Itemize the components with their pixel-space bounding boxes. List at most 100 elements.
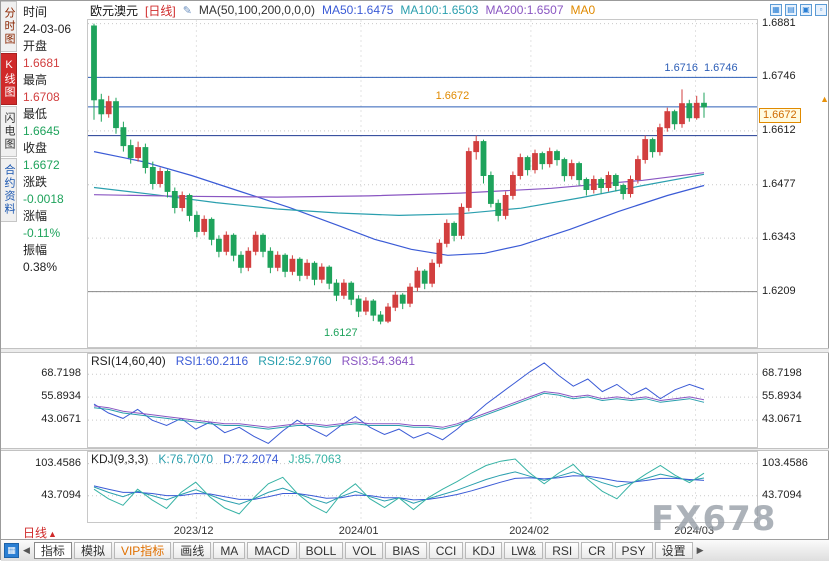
symbol-name: 欧元澳元 bbox=[90, 3, 139, 18]
time-axis-label: 2024/02 bbox=[509, 525, 549, 537]
sidebar-tab-kline-chart[interactable]: K线图 bbox=[1, 53, 17, 105]
toolbar-tab-kdj[interactable]: KDJ bbox=[465, 542, 503, 559]
price-axis-label: 1.6881 bbox=[762, 16, 796, 29]
legend-value: D:72.2074 bbox=[223, 452, 279, 466]
svg-text:1.6746: 1.6746 bbox=[704, 62, 738, 74]
svg-text:1.6716: 1.6716 bbox=[664, 62, 698, 74]
panel-separator[interactable] bbox=[1, 348, 829, 353]
bottom-toolbar: ▦ ◀ 指标 模拟 VIP指标 画线 MA MACD BOLL VOL BIAS CCI KDJ LW… bbox=[1, 539, 829, 561]
layout-grid-icon[interactable]: ▦ bbox=[770, 4, 782, 16]
kdj-left-axis: 103.4586 43.7094 bbox=[1, 451, 85, 523]
sidebar-tab-flash-chart[interactable]: 闪电图 bbox=[1, 106, 17, 157]
last-price-tag: 1.6672 bbox=[759, 107, 801, 123]
toolbar-tab-cci[interactable]: CCI bbox=[428, 542, 464, 559]
scroll-right-arrow[interactable]: ▶ bbox=[696, 545, 704, 555]
time-axis-label: 2024/01 bbox=[338, 525, 379, 537]
kdj-params-label[interactable]: KDJ(9,3,3) bbox=[91, 452, 149, 466]
main-price-axis: 1.6881 1.6746 1.6612 1.6477 1.6343 1.6209 1.66… bbox=[759, 16, 829, 348]
ma-params-label[interactable]: MA(50,100,200,0,0,0) bbox=[198, 3, 315, 17]
quote-value: 24-03-06 bbox=[23, 22, 72, 36]
legend-value: RSI2:52.9760 bbox=[258, 354, 332, 368]
toolbar-tab-boll[interactable]: BOLL bbox=[298, 542, 344, 559]
toolbar-tab-ma[interactable]: MA bbox=[213, 542, 246, 559]
axis-tick-label: 55.8934 bbox=[762, 390, 802, 403]
rsi-legend: RSI(14,60,40) RSI1:60.2116 RSI2:52.9760 RSI… bbox=[91, 354, 415, 368]
kdj-right-axis: 103.4586 43.7094 bbox=[759, 451, 829, 523]
toolbar-tab-psy[interactable]: PSY bbox=[614, 542, 653, 559]
quote-row-change-pct: 涨幅 -0.11% bbox=[23, 208, 87, 242]
toolbar-tab-lw[interactable]: LW& bbox=[504, 542, 544, 559]
quote-label: 时间 bbox=[23, 5, 48, 19]
toolbar-tab-bias[interactable]: BIAS bbox=[385, 542, 427, 559]
quote-label: 涨幅 bbox=[23, 209, 48, 223]
toolbar-tab-settings[interactable]: 设置 bbox=[654, 542, 693, 559]
price-axis-label: 1.6746 bbox=[762, 70, 796, 83]
period-tag: [日线] bbox=[145, 3, 176, 18]
toolbar-tabs: 指标 模拟 VIP指标 画线 MA MACD BOLL VOL BIAS CCI KDJ LW& RSI… bbox=[33, 542, 693, 559]
quote-label: 最低 bbox=[23, 107, 48, 121]
toolbar-tab-simulation[interactable]: 模拟 bbox=[73, 542, 112, 559]
time-axis-label: 2023/12 bbox=[173, 525, 214, 537]
legend-value: RSI1:60.2116 bbox=[175, 354, 249, 368]
ma200-value: MA200:1.6507 bbox=[485, 3, 564, 17]
price-axis-label: 1.6209 bbox=[762, 284, 796, 297]
period-indicator[interactable]: 日线▲ bbox=[23, 524, 57, 541]
ma50-value: MA50:1.6475 bbox=[321, 3, 394, 17]
quote-row-low: 最低 1.6645 bbox=[23, 106, 87, 140]
quote-label: 振幅 bbox=[23, 243, 48, 257]
quote-label: 涨跌 bbox=[23, 175, 48, 189]
quote-value: 1.6681 bbox=[23, 56, 60, 70]
ma0-label: MA0 bbox=[570, 3, 596, 17]
time-axis: 日线▲ 2023/12 2024/01 2024/02 2024/03 bbox=[1, 523, 829, 541]
quote-row-time: 时间 24-03-06 bbox=[23, 4, 87, 38]
sidebar-tabs: 分时图 K线图 闪电图 合约资料 bbox=[1, 1, 17, 223]
chart-header-bar: 欧元澳元 [日线] ✎ MA(50,100,200,0,0,0) MA50:1.… bbox=[87, 1, 829, 19]
axis-tick-label: 68.7198 bbox=[41, 367, 81, 380]
edit-icon[interactable]: ✎ bbox=[182, 4, 192, 17]
price-alert-arrow-icon[interactable]: ▲ bbox=[820, 93, 829, 104]
kdj-panel[interactable] bbox=[87, 451, 758, 523]
main-chart-panel[interactable]: 1.6716 1.6746 1.6672 1.6127 bbox=[87, 19, 758, 348]
toolbar-tab-macd[interactable]: MACD bbox=[247, 542, 297, 559]
quote-label: 收盘 bbox=[23, 141, 48, 155]
rsi-left-axis: 68.7198 55.8934 43.0671 bbox=[1, 353, 85, 448]
rsi-params-label[interactable]: RSI(14,60,40) bbox=[91, 354, 166, 368]
toolbar-tab-cr[interactable]: CR bbox=[581, 542, 613, 559]
layout-single-icon[interactable]: ▫ bbox=[815, 4, 827, 16]
toolbar-grid-icon[interactable]: ▦ bbox=[4, 543, 19, 558]
rsi-panel[interactable] bbox=[87, 353, 758, 448]
quote-row-open: 开盘 1.6681 bbox=[23, 38, 87, 72]
quote-value: -0.0018 bbox=[23, 192, 64, 206]
scroll-left-arrow[interactable]: ◀ bbox=[23, 545, 30, 555]
toolbar-tab-rsi[interactable]: RSI bbox=[545, 542, 580, 559]
layout-tile-icon[interactable]: ▤ bbox=[785, 4, 797, 16]
period-label: 日线 bbox=[23, 526, 48, 540]
kdj-legend: KDJ(9,3,3) K:76.7070 D:72.2074 J:85.7063 bbox=[91, 452, 341, 466]
toolbar-tab-vip-indicators[interactable]: VIP指标 bbox=[113, 542, 172, 559]
toolbar-tab-draw-line[interactable]: 画线 bbox=[173, 542, 212, 559]
quote-label: 开盘 bbox=[23, 39, 48, 53]
panel-separator[interactable] bbox=[1, 448, 829, 451]
quote-row-high: 最高 1.6708 bbox=[23, 72, 87, 106]
quote-row-close: 收盘 1.6672 bbox=[23, 140, 87, 174]
toolbar-tab-vol[interactable]: VOL bbox=[345, 542, 384, 559]
quote-row-change: 涨跌 -0.0018 bbox=[23, 174, 87, 208]
window-controls: ▦ ▤ ▣ ▫ bbox=[770, 4, 829, 16]
price-axis-label: 1.6343 bbox=[762, 231, 796, 244]
axis-tick-label: 43.0671 bbox=[41, 413, 81, 426]
axis-tick-label: 55.8934 bbox=[41, 390, 81, 403]
layout-cascade-icon[interactable]: ▣ bbox=[800, 4, 812, 16]
axis-tick-label: 43.7094 bbox=[41, 488, 81, 501]
quote-value: 0.38% bbox=[23, 260, 58, 274]
toolbar-tab-indicators[interactable]: 指标 bbox=[33, 542, 72, 559]
price-axis-label: 1.6477 bbox=[762, 177, 796, 190]
axis-tick-label: 43.0671 bbox=[762, 413, 802, 426]
axis-tick-label: 68.7198 bbox=[762, 367, 802, 380]
quote-value: 1.6672 bbox=[23, 158, 60, 172]
kdj-chart bbox=[88, 452, 757, 522]
sidebar-tab-contract-info[interactable]: 合约资料 bbox=[1, 158, 17, 222]
sidebar-tab-time-chart[interactable]: 分时图 bbox=[1, 1, 17, 52]
quote-panel: 时间 24-03-06 开盘 1.6681 最高 1.6708 最低 1.6645 收盘 1.66… bbox=[18, 4, 87, 276]
svg-text:1.6672: 1.6672 bbox=[436, 90, 470, 102]
